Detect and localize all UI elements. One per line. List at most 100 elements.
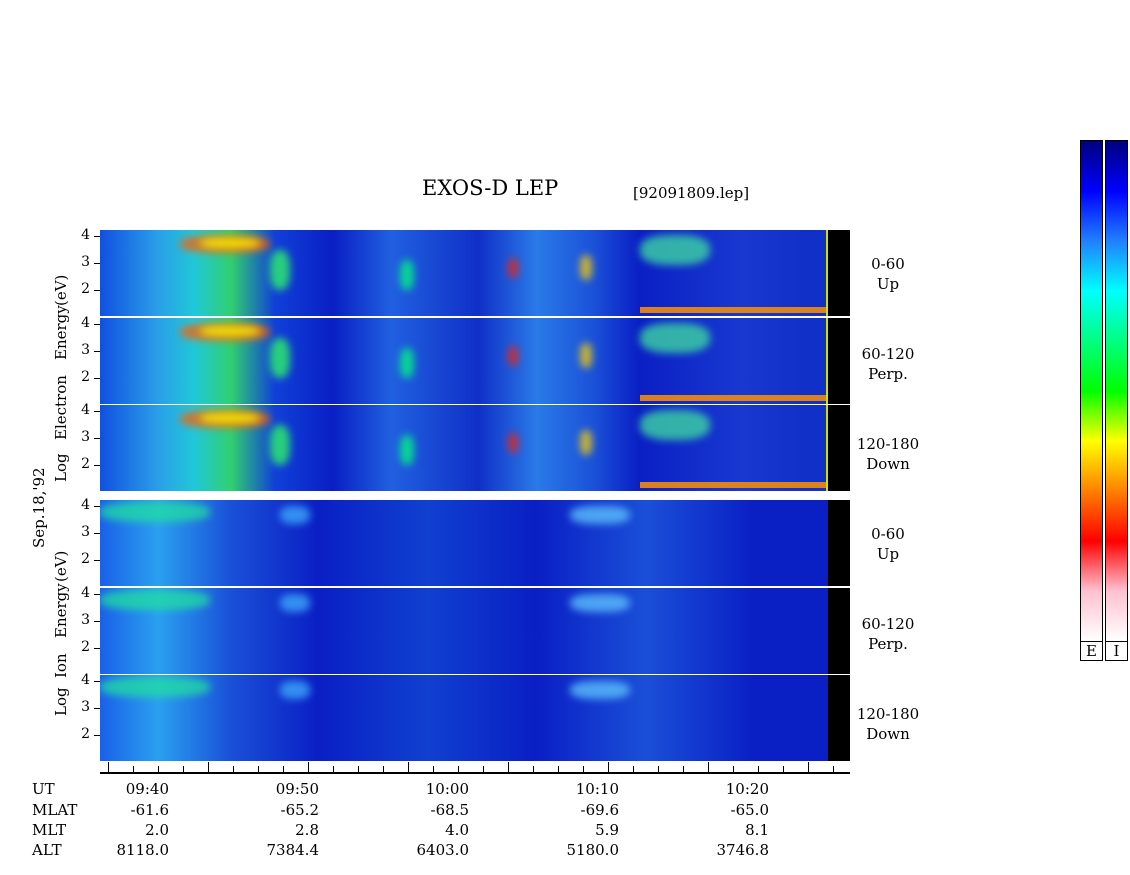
y-tick-mark [94,324,100,325]
ion-flux-feature [100,502,210,522]
angle-direction: Up [876,275,900,293]
electron-flux-feature [400,348,414,378]
angle-direction: Perp. [868,635,908,653]
angle-range-label: 0-60 Up [848,524,928,564]
electron-ylabel-energy: Energy [52,305,70,360]
time-tick-minor [333,766,334,772]
axis-value-mlat: -68.5 [430,801,469,819]
angle-range-label: 120-180 Down [848,704,928,744]
y-tick-mark [94,681,100,682]
electron-flux-feature [508,346,518,366]
electron-flux-feature [640,323,710,353]
electron-ylabel-log: Log [52,453,70,482]
angle-range-label: 0-60 Up [848,254,928,294]
angle-range-label: 60-120 Perp. [848,614,928,654]
axis-value-alt: 8118.0 [116,841,170,859]
electron-flux-feature [200,326,260,336]
ion-colorbar-label: I [1105,641,1128,661]
y-tick-mark [94,594,100,595]
y-tick-mark [94,351,100,352]
electron-flux-feature [508,258,518,278]
electron-edge-line [826,318,829,404]
electron-flux-feature [200,238,260,248]
ion-panel-perp [100,588,850,674]
row-header-alt: ALT [32,841,62,859]
time-tick-major [408,762,409,774]
time-tick-major [608,762,609,774]
angle-direction: Up [876,545,900,563]
file-name: [92091809.lep] [633,184,750,202]
ion-ylabel-energy: Energy [52,583,70,638]
time-tick-minor [758,766,759,772]
time-tick-minor [183,766,184,772]
y-tick-mark [94,465,100,466]
y-tick-mark [94,621,100,622]
electron-ylabel-unit: (eV) [52,274,70,306]
axis-value-mlt: 2.0 [145,821,169,839]
electron-flux-feature [580,430,592,455]
electron-flux-feature [400,435,414,465]
axis-value-mlt: 2.8 [295,821,319,839]
date-label: Sep.18,'92 [30,467,48,548]
time-tick-minor [683,766,684,772]
axis-value-mlt: 5.9 [595,821,619,839]
electron-panel-up [100,230,850,316]
ion-flux-feature [280,681,310,699]
y-tick-label: 2 [81,281,90,297]
angle-range-label: 60-120 Perp. [848,344,928,384]
time-tick-minor [533,766,534,772]
ion-spectrogram [100,588,828,674]
chart-title: EXOS-D LEP [422,176,559,200]
electron-edge-line [826,405,829,491]
time-tick-minor [558,766,559,772]
time-tick-major [708,762,709,774]
axis-value-alt: 6403.0 [416,841,470,859]
angle-direction: Down [866,725,910,743]
y-tick-mark [94,378,100,379]
time-tick-minor [458,766,459,772]
ion-spectrogram [100,500,828,586]
ion-ylabel-log: Log [52,687,70,716]
row-header-ut: UT [32,780,55,798]
ion-ylabel-unit: (eV) [52,550,70,582]
time-tick-minor [433,766,434,772]
time-tick-minor [258,766,259,772]
electron-edge-line [826,230,829,316]
electron-flux-feature [580,343,592,368]
y-tick-label: 3 [81,342,90,358]
electron-flux-feature [400,260,414,290]
y-tick-label: 2 [81,456,90,472]
angle-range-label: 120-180 Down [848,434,928,474]
axis-value-ut: 10:00 [425,780,469,798]
time-tick-minor [633,766,634,772]
time-tick-minor [583,766,584,772]
y-tick-label: 4 [81,315,90,331]
electron-flux-feature [640,410,710,440]
ion-flux-feature [280,506,310,524]
axis-value-alt: 7384.4 [266,841,320,859]
axis-value-mlat: -61.6 [130,801,169,819]
electron-flux-feature [580,255,592,280]
axis-value-ut: 10:10 [575,780,619,798]
time-tick-minor [233,766,234,772]
y-tick-label: 4 [81,497,90,513]
ion-flux-feature [280,594,310,612]
angle-direction: Perp. [868,365,908,383]
y-tick-label: 3 [81,429,90,445]
ion-flux-feature [100,677,210,697]
y-tick-mark [94,236,100,237]
electron-flux-feature [270,425,290,465]
angle-range: 120-180 [856,705,920,723]
axis-value-ut: 09:50 [275,780,319,798]
y-tick-mark [94,290,100,291]
time-tick-minor [158,766,159,772]
y-tick-mark [94,560,100,561]
time-tick-minor [733,766,734,772]
ion-flux-feature [100,590,210,610]
electron-flux-feature [270,250,290,290]
no-data-column [828,230,850,316]
ion-panel-up [100,500,850,586]
electron-colorbar-label: E [1080,641,1103,661]
y-tick-label: 3 [81,254,90,270]
y-tick-label: 2 [81,369,90,385]
